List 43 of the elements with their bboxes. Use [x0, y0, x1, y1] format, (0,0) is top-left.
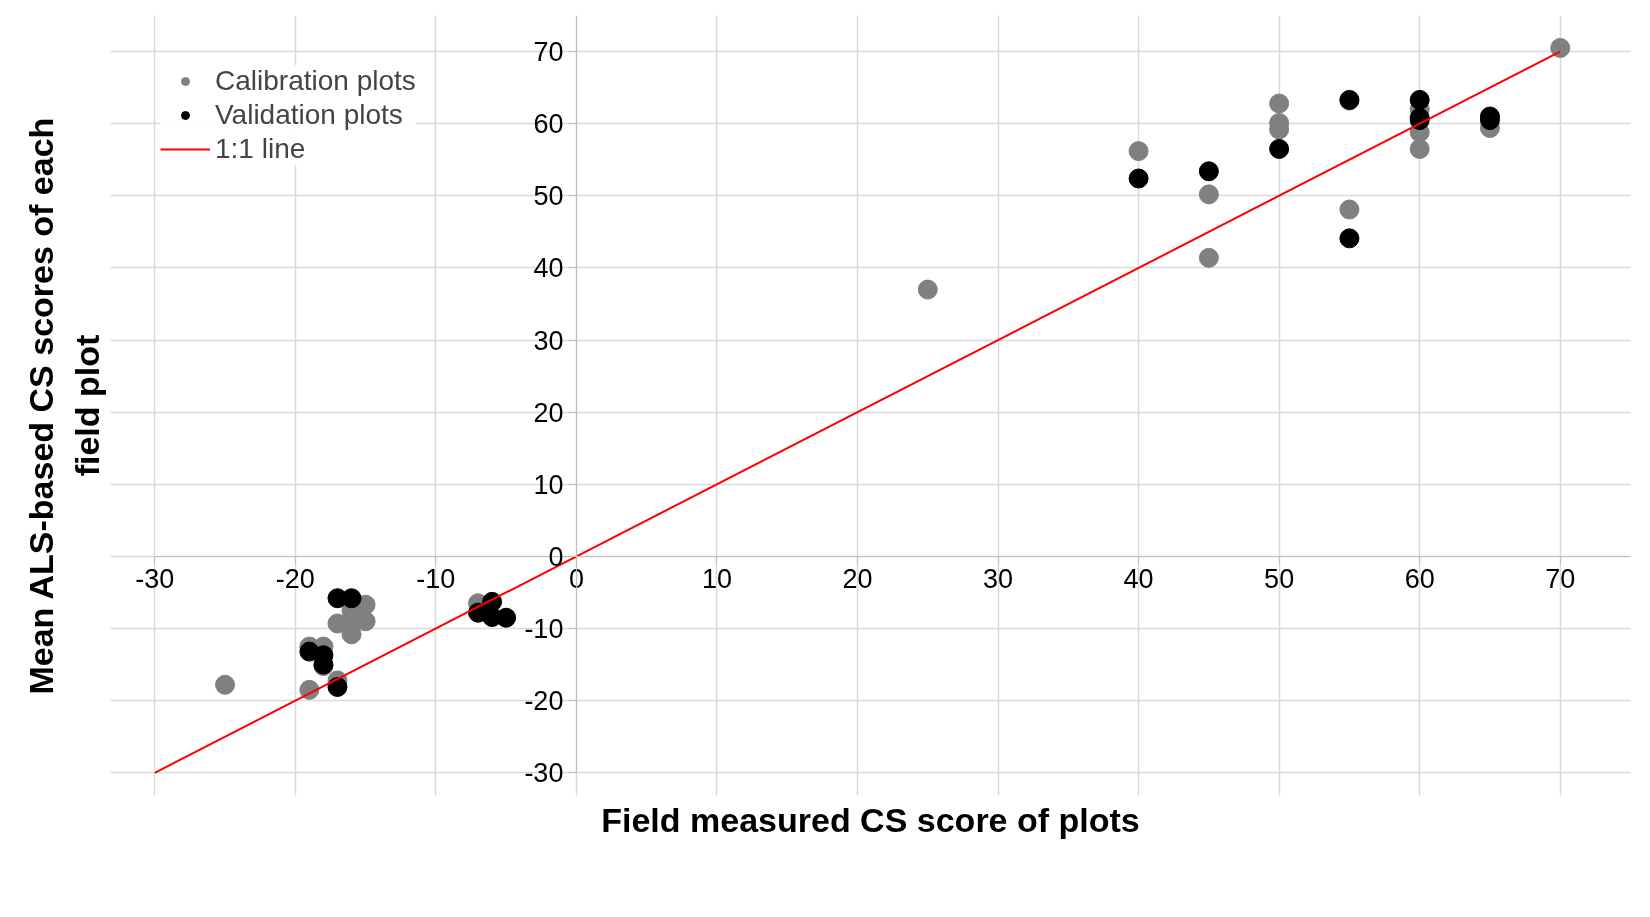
- y-tick-label: 60: [533, 109, 564, 140]
- y-axis-title: Mean ALS-based CS scores of each field plot: [21, 117, 106, 695]
- point: [1198, 184, 1219, 205]
- x-tick-label: -20: [275, 564, 315, 595]
- x-tick-label: 30: [983, 564, 1014, 595]
- y-tick-label: 10: [533, 469, 564, 500]
- y-tick-label: 40: [533, 253, 564, 284]
- x-tick-label: 50: [1264, 564, 1295, 595]
- legend-label: Validation plots: [215, 99, 403, 131]
- x-tick-label: -10: [416, 564, 456, 595]
- point: [496, 607, 517, 628]
- point: [1198, 161, 1219, 182]
- legend-label: 1:1 line: [215, 133, 306, 165]
- y-tick-label: 20: [533, 397, 564, 428]
- legend-label: Calibration plots: [215, 65, 416, 97]
- point: [1269, 93, 1290, 114]
- y-tick-label: -20: [524, 686, 564, 717]
- x-axis-title: Field measured CS score of plots: [601, 800, 1140, 839]
- x-tick-label: 20: [842, 564, 873, 595]
- point: [1269, 138, 1290, 159]
- x-tick-label: 10: [701, 564, 732, 595]
- point: [1198, 247, 1219, 268]
- x-tick-label: 40: [1123, 564, 1154, 595]
- point: [1128, 141, 1149, 162]
- x-tick-label: 70: [1545, 564, 1576, 595]
- point: [1550, 37, 1571, 58]
- point: [341, 588, 362, 609]
- y-tick-label: 30: [533, 325, 564, 356]
- x-tick-label: -30: [135, 564, 175, 595]
- point: [917, 279, 938, 300]
- y-tick-label: 50: [533, 181, 564, 212]
- point: [1409, 138, 1430, 159]
- x-tick-label: 60: [1404, 564, 1435, 595]
- point: [1128, 168, 1149, 189]
- y-tick-label: -10: [524, 614, 564, 645]
- y-tick-label: 70: [533, 37, 564, 68]
- point: [1339, 199, 1360, 220]
- x-tick-label: 0: [568, 564, 584, 595]
- point: [1409, 89, 1430, 110]
- point: [1339, 228, 1360, 249]
- y-tick-label: -30: [524, 758, 564, 789]
- point: [215, 674, 236, 695]
- y-tick-label: 0: [548, 541, 564, 572]
